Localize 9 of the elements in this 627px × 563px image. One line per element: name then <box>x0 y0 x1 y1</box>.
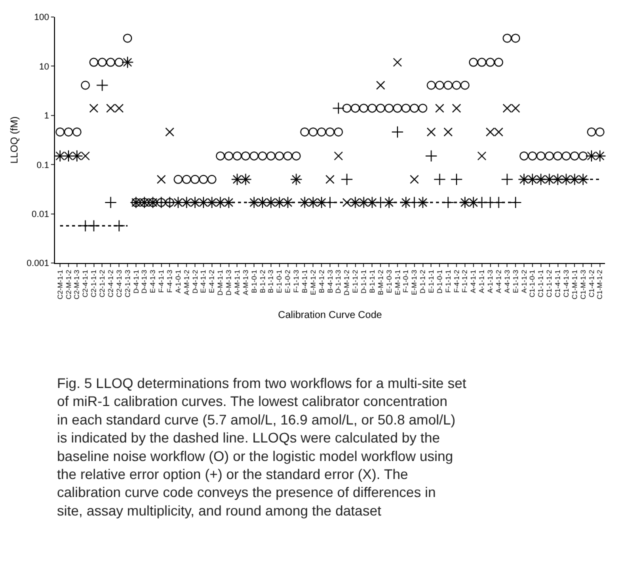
y-tick-label: 10 <box>39 61 50 72</box>
y-tick-label: 1 <box>44 110 50 121</box>
caption: Fig. 5 LLOQ determinations from two workflows for a multi-site set of miR-1 calibration curves. The lowest calibrator concentration in each standard curve (5.7 amol/L, 16.9 amol/L, or 50.8 amol/L) is indicated by the dashed line. LLOQs were calculated by the baseline noise workflow (O) or the logistic model workflow using the relative error option (+) or the standard error (X). The calibration curve code conveys the presence of differences in site, assay multiplicity, and round among the dataset <box>57 375 466 518</box>
y-tick-label: 0.01 <box>32 208 50 219</box>
y-tick-label: 0.1 <box>36 160 50 170</box>
y-tick-label: 100 <box>34 12 50 22</box>
y-tick-label: 0.001 <box>26 258 50 268</box>
x-axis-title: Calibration Curve Code <box>278 310 382 321</box>
y-axis-title: LLOQ (fM) <box>10 116 21 164</box>
